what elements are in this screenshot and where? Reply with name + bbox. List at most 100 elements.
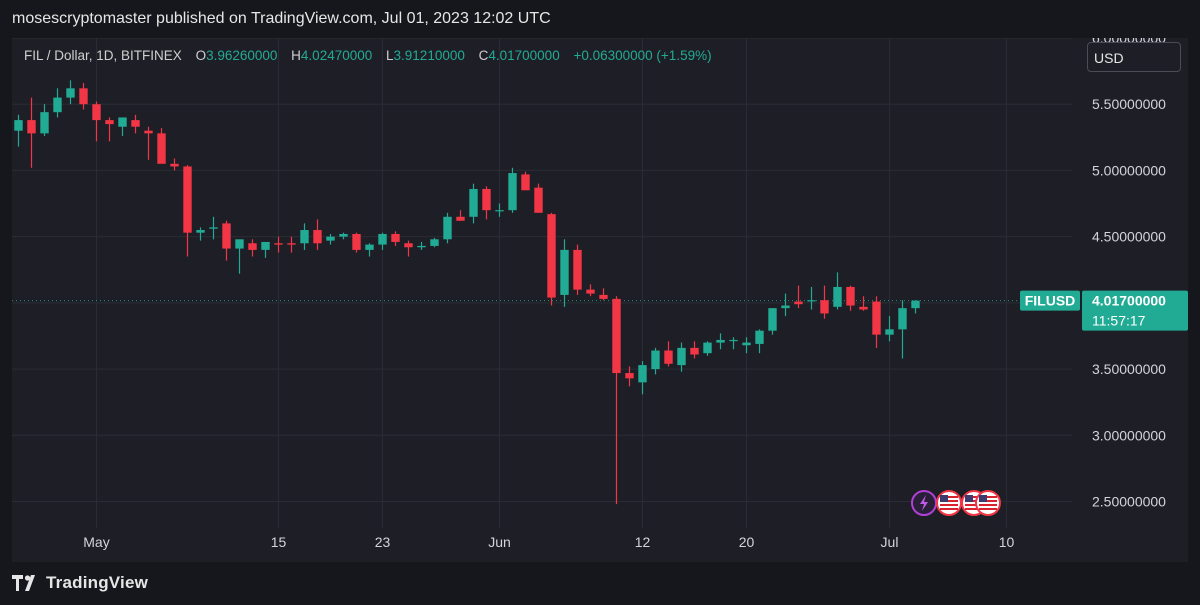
candle-body[interactable] <box>404 243 413 248</box>
candle-body[interactable] <box>716 339 725 343</box>
footer: TradingView <box>12 572 148 594</box>
us-flag-event-icon[interactable] <box>975 490 1001 516</box>
candle-body[interactable] <box>326 236 335 241</box>
candle-body[interactable] <box>131 120 140 127</box>
open-value: 3.96260000 <box>206 48 278 63</box>
candle-body[interactable] <box>820 300 829 314</box>
candle-body[interactable] <box>586 289 595 294</box>
countdown-label: 11:57:17 <box>1092 313 1146 329</box>
candle-body[interactable] <box>365 244 374 250</box>
time-tick-label: Jul <box>881 534 899 550</box>
candle-body[interactable] <box>183 166 192 233</box>
price-tag-bg <box>1082 290 1188 331</box>
candle-body[interactable] <box>573 249 582 290</box>
candle-body[interactable] <box>118 117 127 127</box>
currency-button[interactable]: USD <box>1087 42 1181 72</box>
candle-body[interactable] <box>599 294 608 299</box>
symbol-tag-bg <box>1020 290 1080 311</box>
candle-body[interactable] <box>911 300 920 309</box>
candle-body[interactable] <box>261 241 270 250</box>
candle-body[interactable] <box>872 301 881 335</box>
candle-body[interactable] <box>703 342 712 354</box>
candle-body[interactable] <box>625 373 634 379</box>
candle-body[interactable] <box>157 133 166 164</box>
candle-body[interactable] <box>352 234 361 250</box>
candlestick-chart[interactable]: 2.500000003.000000003.500000004.00000000… <box>12 38 1188 562</box>
candle-body[interactable] <box>274 243 283 245</box>
candle-body[interactable] <box>14 120 23 131</box>
chart-frame[interactable]: 2.500000003.000000003.500000004.00000000… <box>12 38 1188 562</box>
candle-body[interactable] <box>456 216 465 221</box>
candle-body[interactable] <box>521 174 530 191</box>
candle-body[interactable] <box>612 298 621 374</box>
price-tick-label: 3.50000000 <box>1092 361 1166 377</box>
candle-body[interactable] <box>79 88 88 105</box>
candle-body[interactable] <box>92 104 101 121</box>
candle-body[interactable] <box>469 188 478 217</box>
candle-body[interactable] <box>443 216 452 240</box>
time-tick-label: Jun <box>488 534 511 550</box>
candle-body[interactable] <box>846 286 855 306</box>
candle-body[interactable] <box>742 342 751 346</box>
candle-body[interactable] <box>729 339 738 342</box>
candle-body[interactable] <box>859 306 868 310</box>
candle-body[interactable] <box>547 214 556 298</box>
last-price-tag: FILUSD 4.01700000 11:57:17 <box>1020 290 1188 331</box>
candle-body[interactable] <box>508 173 517 211</box>
candle-body[interactable] <box>27 120 36 134</box>
candle-body[interactable] <box>378 234 387 245</box>
candle-body[interactable] <box>105 120 114 125</box>
candle-body[interactable] <box>144 130 153 134</box>
time-tick-label: 12 <box>635 534 651 550</box>
candle-body[interactable] <box>339 234 348 237</box>
candle-body[interactable] <box>807 300 816 302</box>
candle-body[interactable] <box>222 223 231 249</box>
brand-name: TradingView <box>46 573 149 592</box>
candle-body[interactable] <box>534 187 543 213</box>
candle-body[interactable] <box>794 301 803 305</box>
event-markers <box>911 490 1001 516</box>
candle-body[interactable] <box>885 329 894 335</box>
candle-body[interactable] <box>833 286 842 307</box>
candle-body[interactable] <box>781 305 790 309</box>
header-bar: mosescryptomaster published on TradingVi… <box>0 0 1200 38</box>
low-label: L <box>386 48 394 63</box>
candle-body[interactable] <box>482 188 491 211</box>
candle-body[interactable] <box>430 239 439 246</box>
candle-body[interactable] <box>300 230 309 244</box>
candle-body[interactable] <box>638 365 647 383</box>
time-tick-label: 20 <box>739 534 755 550</box>
candle-body[interactable] <box>768 308 777 331</box>
time-tick-label: 10 <box>999 534 1015 550</box>
candle-body[interactable] <box>235 239 244 249</box>
candle-body[interactable] <box>677 347 686 366</box>
candle-body[interactable] <box>66 88 75 98</box>
candle-body[interactable] <box>248 243 257 250</box>
candle-body[interactable] <box>391 234 400 242</box>
candle-body[interactable] <box>560 249 569 295</box>
price-tick-label: 2.50000000 <box>1092 494 1166 510</box>
candle-body[interactable] <box>417 245 426 248</box>
candle-body[interactable] <box>898 308 907 330</box>
candle-body[interactable] <box>313 230 322 244</box>
time-tick-label: 23 <box>375 534 391 550</box>
price-tick-label: 3.00000000 <box>1092 427 1166 443</box>
candle-body[interactable] <box>40 112 49 134</box>
candle-body[interactable] <box>664 350 673 364</box>
candle-body[interactable] <box>209 227 218 229</box>
candle-body[interactable] <box>287 243 296 245</box>
open-label: O <box>195 48 207 63</box>
candle-body[interactable] <box>53 97 62 113</box>
lightning-event-icon[interactable] <box>911 490 937 516</box>
time-tick-label: May <box>83 534 109 550</box>
candle-body[interactable] <box>755 330 764 344</box>
candle-body[interactable] <box>690 347 699 355</box>
us-flag-event-icon[interactable] <box>936 490 962 516</box>
high-value: 4.02470000 <box>300 48 373 63</box>
price-tag-value: 4.01700000 <box>1092 293 1166 309</box>
price-tick-label: 5.00000000 <box>1092 162 1166 178</box>
candle-body[interactable] <box>495 210 504 212</box>
candle-body[interactable] <box>651 350 660 370</box>
candle-body[interactable] <box>170 163 179 167</box>
candle-body[interactable] <box>196 230 205 233</box>
